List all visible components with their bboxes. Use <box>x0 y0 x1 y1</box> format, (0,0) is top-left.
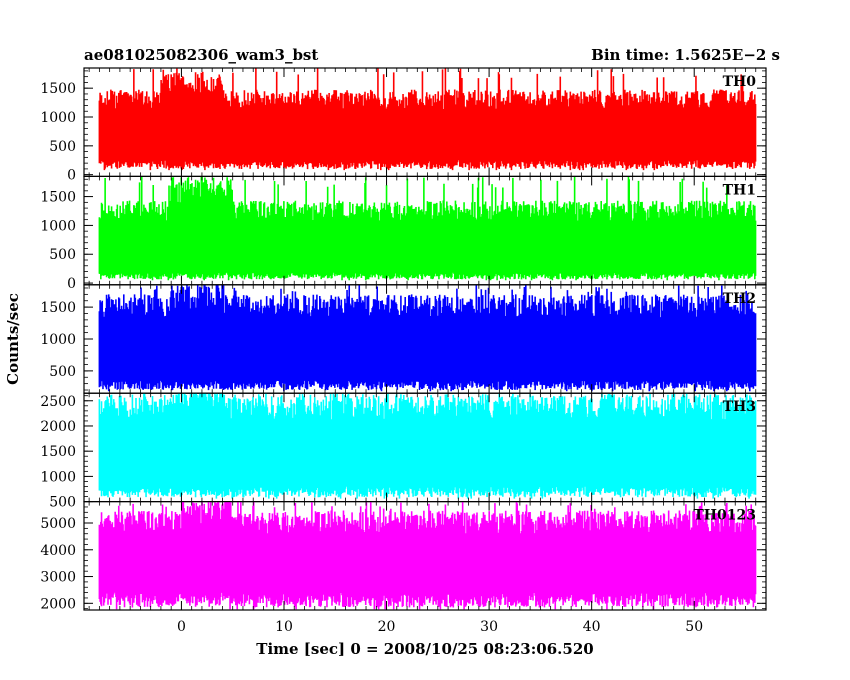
x-tick-label: 30 <box>480 619 498 635</box>
y-tick-label: 5000 <box>40 516 76 532</box>
x-axis: 0 10 20 30 40 50 <box>177 619 703 635</box>
x-tick-label: 50 <box>685 619 703 635</box>
panel-th2: 500 1000 1500 TH2 <box>40 284 767 394</box>
x-tick-label: 0 <box>177 619 186 635</box>
y-tick-label: 2500 <box>40 394 76 410</box>
series-th1-trace <box>98 176 757 281</box>
y-tick-label: 1000 <box>40 218 76 234</box>
channel-label-th2: TH2 <box>723 291 756 307</box>
y-tick-label: 0 <box>67 276 76 292</box>
series-th3-trace <box>98 393 757 499</box>
y-tick-label: 1500 <box>40 190 76 206</box>
y-tick-label: 1000 <box>40 332 76 348</box>
y-tick-label: 0 <box>67 168 76 184</box>
y-tick-label: 500 <box>49 139 76 155</box>
y-axis-label: Counts/sec <box>4 293 22 385</box>
y-tick-label: 500 <box>49 364 76 380</box>
y-tick-label: 2000 <box>40 596 76 612</box>
channel-label-th0: TH0 <box>723 74 757 90</box>
x-tick-label: 20 <box>378 619 396 635</box>
bin-time-label: Bin time: 1.5625E−2 s <box>591 46 780 64</box>
y-tick-label: 2000 <box>40 419 76 435</box>
chart-title: ae081025082306_wam3_bst <box>84 46 318 64</box>
y-tick-label: 1500 <box>40 81 76 97</box>
y-tick-label: 1500 <box>40 444 76 460</box>
channel-label-th3: TH3 <box>723 399 756 415</box>
y-tick-label: 1000 <box>40 110 76 126</box>
channel-label-th1: TH1 <box>723 182 756 198</box>
panel-th0: 0 500 1000 1500 TH0 <box>40 67 767 184</box>
x-axis-label: Time [sec] 0 = 2008/10/25 08:23:06.520 <box>256 640 593 658</box>
y-tick-label: 1000 <box>40 469 76 485</box>
x-tick-label: 40 <box>583 619 601 635</box>
panels-group: 0 500 1000 1500 TH0 0 500 1000 1500 TH1 500 1000 150… <box>40 67 767 612</box>
panel-frame <box>83 501 767 611</box>
y-tick-label: 1500 <box>40 300 76 316</box>
y-tick-label: 500 <box>49 495 76 511</box>
panel-th0123: 2000 3000 4000 5000 TH0123 <box>40 501 767 612</box>
series-th2-trace <box>98 284 757 392</box>
y-tick-label: 500 <box>49 247 76 263</box>
panel-th1: 0 500 1000 1500 TH1 <box>40 175 767 292</box>
series-th0123-trace <box>98 501 757 610</box>
channel-label-th0123: TH0123 <box>693 508 756 524</box>
panel-th3: 500 1000 1500 2000 2500 TH3 <box>40 392 767 511</box>
x-tick-label: 10 <box>275 619 293 635</box>
y-tick-label: 3000 <box>40 570 76 586</box>
series-th0-trace <box>98 68 757 171</box>
y-tick-label: 4000 <box>40 543 76 559</box>
